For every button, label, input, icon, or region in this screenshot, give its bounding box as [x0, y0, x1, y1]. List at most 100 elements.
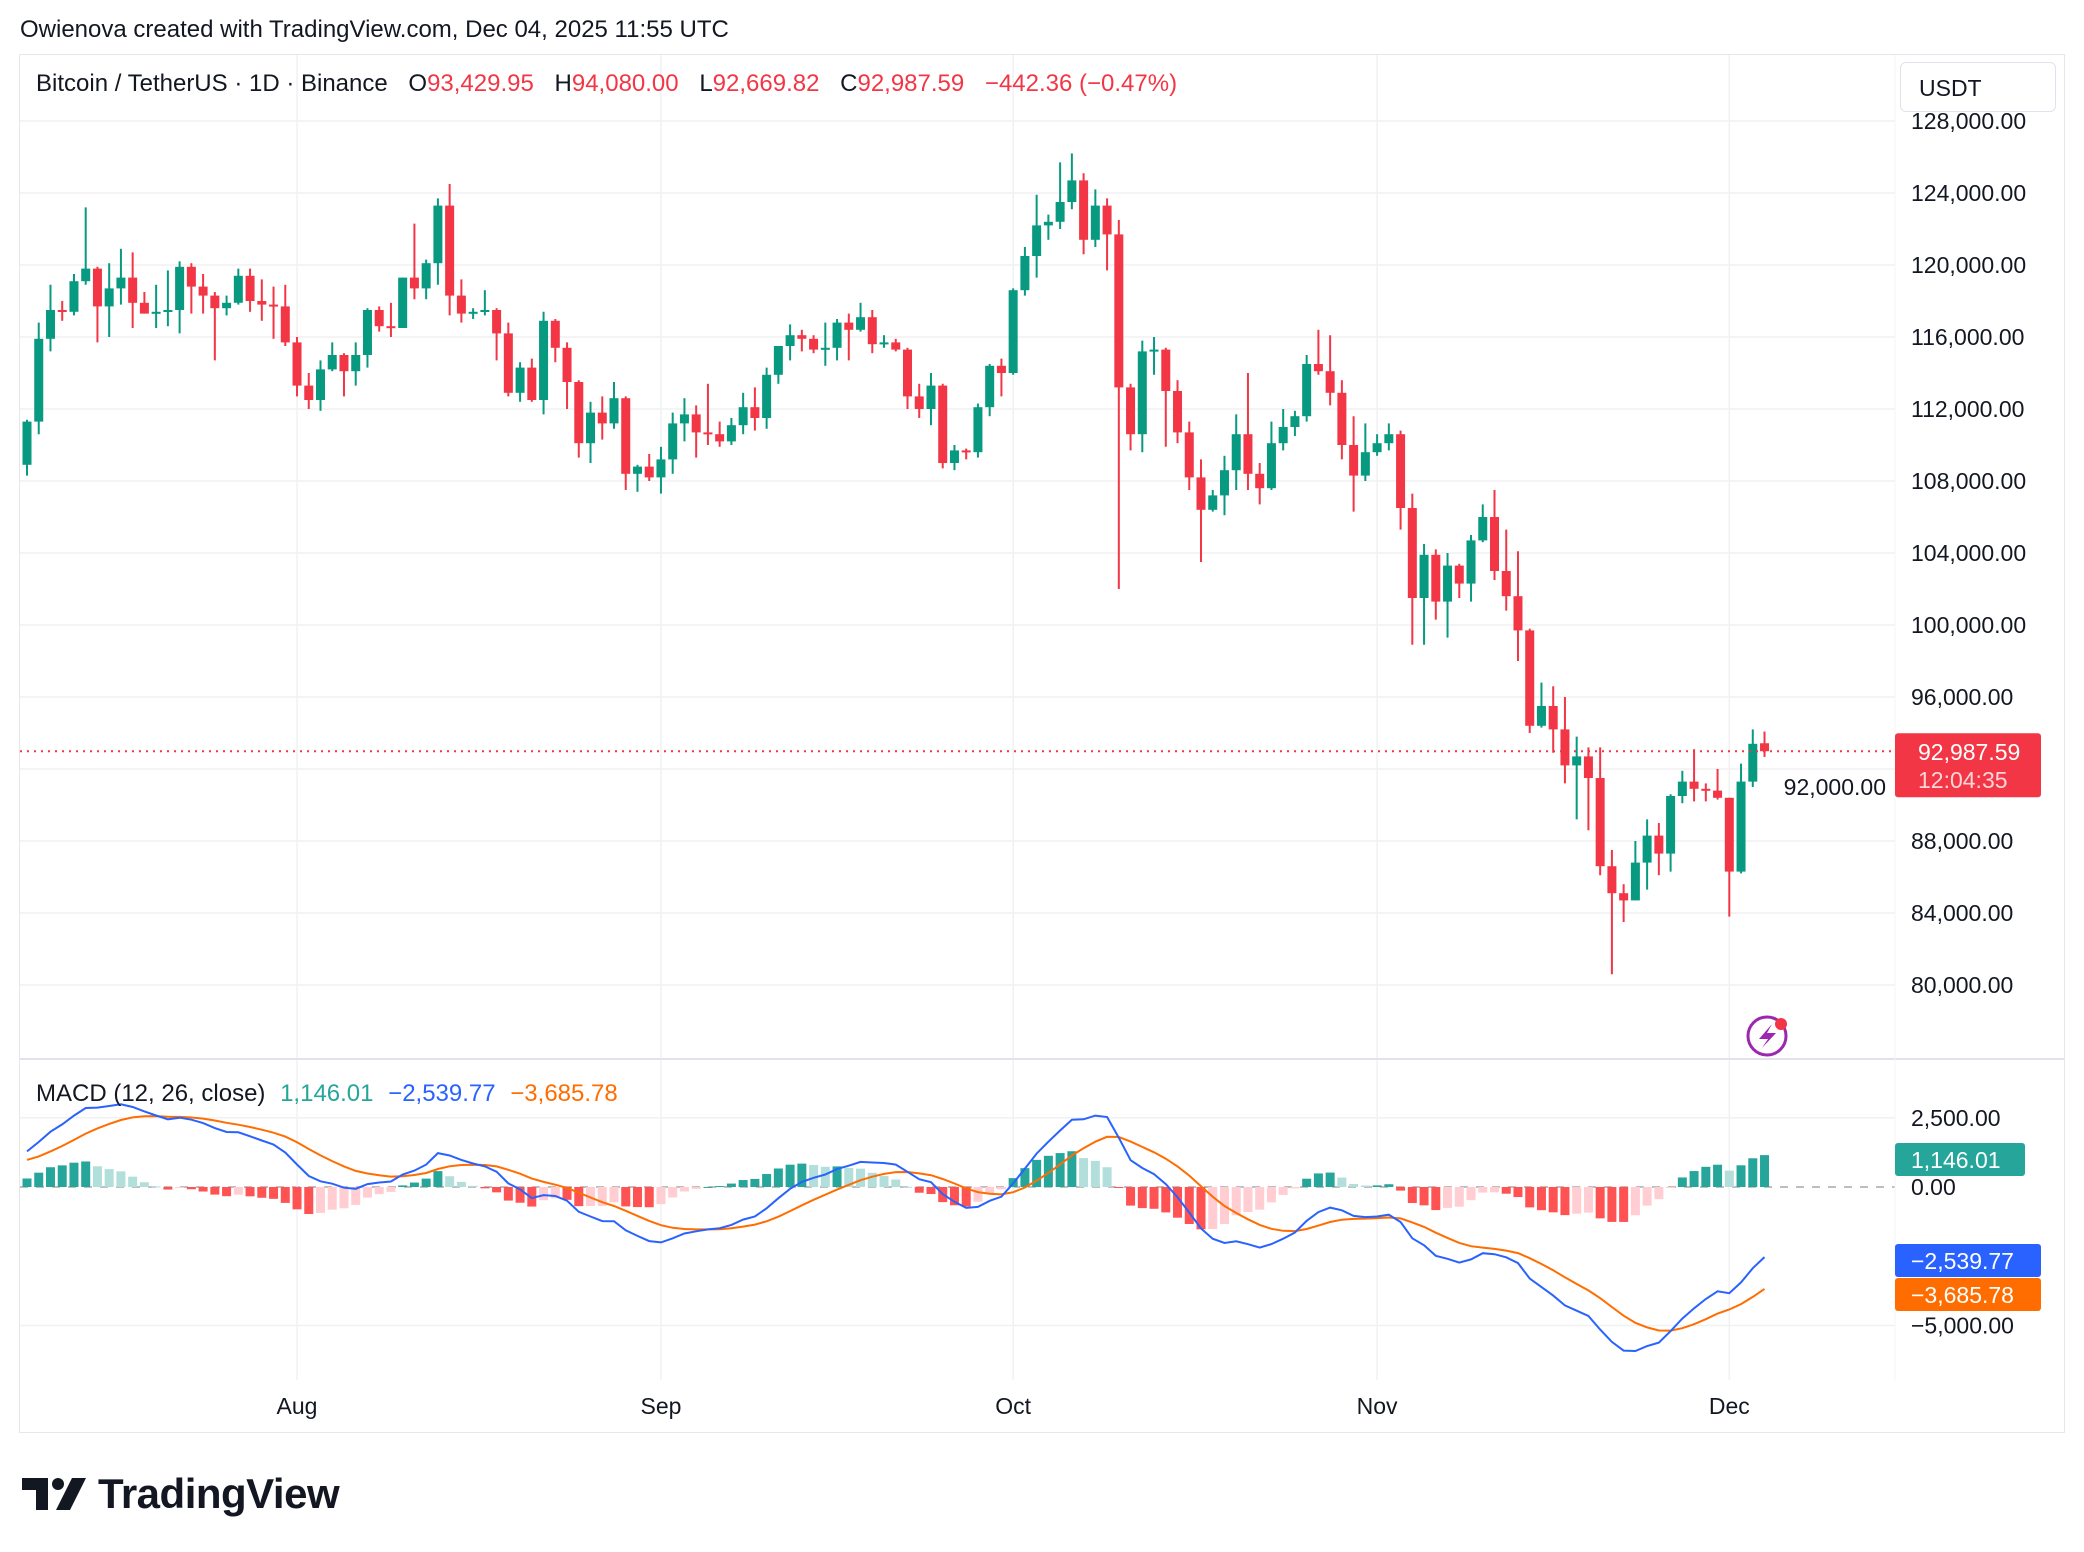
macd-histogram-bar	[398, 1185, 408, 1187]
macd-histogram-bar	[456, 1181, 466, 1187]
candle-body	[715, 434, 725, 442]
candle	[1642, 819, 1652, 890]
candle	[867, 310, 877, 354]
candle-body	[69, 281, 79, 312]
candle-body	[1008, 290, 1018, 373]
candle-body	[362, 310, 372, 355]
currency-button[interactable]: USDT	[1900, 62, 2056, 112]
lightning-alert-icon[interactable]	[1746, 1015, 1788, 1057]
candle	[1443, 553, 1453, 638]
candle	[1736, 763, 1746, 874]
macd-histogram-bar	[1748, 1158, 1758, 1187]
candle	[574, 380, 584, 458]
symbol-name[interactable]: Bitcoin / TetherUS · 1D · Binance	[36, 70, 388, 97]
candle	[269, 286, 279, 339]
candle-body	[1337, 392, 1347, 445]
macd-histogram-bar	[1760, 1155, 1770, 1187]
macd-legend: MACD (12, 26, close) 1,146.01 −2,539.77 …	[36, 1080, 618, 1108]
candle	[961, 448, 971, 460]
candle-body	[421, 263, 431, 289]
candle	[820, 322, 830, 366]
candle	[1219, 455, 1229, 516]
macd-histogram-bar	[515, 1187, 525, 1203]
macd-signal-badge-label: −3,685.78	[1911, 1282, 2014, 1308]
candle-body	[726, 425, 736, 442]
candle-body	[1219, 470, 1229, 496]
candle-body	[738, 407, 748, 426]
candle-body	[22, 421, 32, 465]
macd-histogram-bar	[503, 1187, 513, 1201]
candle-body	[656, 459, 666, 478]
macd-histogram-bar	[1243, 1187, 1253, 1212]
macd-histogram-bar	[1372, 1185, 1382, 1187]
macd-histogram-bar	[1208, 1187, 1218, 1230]
high-value: 94,080.00	[571, 70, 679, 97]
candle	[1208, 490, 1218, 512]
macd-histogram-bar	[186, 1187, 196, 1190]
macd-histogram-bar	[539, 1187, 549, 1201]
macd-histogram-bar	[1290, 1187, 1300, 1189]
chart-frame	[19, 54, 2065, 1433]
candle	[597, 396, 607, 440]
candle	[527, 358, 537, 402]
candle-body	[1173, 391, 1183, 433]
time-tick-label: Nov	[1357, 1393, 1398, 1419]
candle-body	[961, 450, 971, 453]
candle	[492, 308, 502, 361]
candle	[1513, 551, 1523, 661]
price-tick-label: 88,000.00	[1911, 828, 2013, 854]
open-value: 93,429.95	[427, 70, 534, 97]
candle-body	[820, 347, 830, 350]
candle	[304, 373, 314, 409]
macd-histogram-bar	[691, 1187, 701, 1189]
candle-body	[1137, 351, 1147, 435]
candle	[468, 308, 478, 319]
macd-histogram-bar	[1325, 1172, 1335, 1187]
macd-title[interactable]: MACD (12, 26, close)	[36, 1080, 266, 1107]
candle-body	[1266, 443, 1276, 489]
candle	[1583, 747, 1593, 831]
candle	[1630, 841, 1640, 901]
candle-body	[104, 288, 114, 307]
candle	[433, 198, 443, 285]
candle-body	[632, 466, 642, 474]
candle	[1126, 383, 1136, 451]
candle	[1290, 410, 1300, 436]
candle-body	[1619, 893, 1629, 901]
candle-body	[492, 310, 502, 334]
candle-body	[503, 333, 513, 393]
macd-histogram-bar	[1666, 1187, 1676, 1188]
candle-body	[1431, 554, 1441, 602]
macd-histogram-bar	[362, 1187, 372, 1198]
price-tick-label: 112,000.00	[1911, 396, 2024, 422]
macd-histogram-bar	[445, 1176, 455, 1187]
candle-body	[574, 382, 584, 444]
candle	[1360, 423, 1370, 481]
candle	[938, 383, 948, 469]
candle-body	[1149, 349, 1159, 352]
macd-histogram-bar	[914, 1187, 924, 1193]
candle	[656, 446, 666, 494]
macd-histogram-bar	[409, 1182, 419, 1187]
tradingview-logo[interactable]: TradingView	[22, 1470, 340, 1518]
candle	[69, 274, 79, 316]
tradingview-logo-icon	[22, 1478, 86, 1510]
candle-body	[973, 407, 983, 453]
candle	[480, 290, 490, 316]
close-value: 92,987.59	[857, 70, 965, 97]
candle-body	[386, 326, 396, 329]
candle	[57, 301, 67, 321]
candle-body	[1290, 416, 1300, 427]
candle	[1525, 628, 1535, 733]
time-tick-label: Aug	[277, 1393, 318, 1419]
candle	[632, 464, 642, 492]
candle	[1572, 736, 1582, 820]
candle	[1337, 380, 1347, 460]
candle	[1501, 529, 1511, 611]
candle-body	[1583, 756, 1593, 778]
macd-histogram-bar	[879, 1176, 889, 1187]
candle-body	[1689, 781, 1699, 789]
candle	[926, 373, 936, 426]
candle	[1431, 549, 1441, 620]
